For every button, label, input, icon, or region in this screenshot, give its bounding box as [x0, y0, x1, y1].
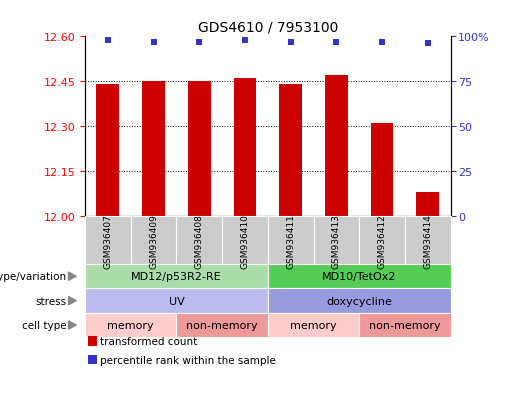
Text: doxycycline: doxycycline — [327, 296, 392, 306]
Point — [241, 38, 249, 44]
Text: GSM936408: GSM936408 — [195, 213, 204, 268]
Bar — [142, 82, 165, 217]
Text: non-memory: non-memory — [186, 320, 258, 330]
Point — [286, 39, 295, 46]
Text: memory: memory — [107, 320, 154, 330]
Text: MD10/TetOx2: MD10/TetOx2 — [322, 271, 397, 282]
Text: GSM936409: GSM936409 — [149, 213, 158, 268]
Text: GSM936411: GSM936411 — [286, 213, 295, 268]
Point — [149, 39, 158, 46]
Text: memory: memory — [290, 320, 337, 330]
Bar — [279, 85, 302, 217]
Bar — [96, 85, 119, 217]
Title: GDS4610 / 7953100: GDS4610 / 7953100 — [198, 21, 338, 35]
Point — [195, 39, 203, 46]
Point — [332, 39, 340, 46]
Bar — [188, 82, 211, 217]
Bar — [416, 193, 439, 217]
Point — [378, 39, 386, 46]
Text: GSM936407: GSM936407 — [104, 213, 112, 268]
Text: GSM936414: GSM936414 — [423, 213, 432, 268]
Text: stress: stress — [36, 296, 67, 306]
Text: genotype/variation: genotype/variation — [0, 271, 67, 282]
Text: percentile rank within the sample: percentile rank within the sample — [100, 355, 276, 365]
Text: transformed count: transformed count — [100, 336, 197, 346]
Text: UV: UV — [168, 296, 184, 306]
Text: cell type: cell type — [22, 320, 67, 330]
Point — [424, 41, 432, 47]
Bar — [233, 79, 256, 217]
Text: GSM936413: GSM936413 — [332, 213, 341, 268]
Text: GSM936412: GSM936412 — [377, 213, 387, 268]
Bar — [325, 76, 348, 217]
Point — [104, 38, 112, 44]
Text: GSM936410: GSM936410 — [241, 213, 249, 268]
Text: MD12/p53R2-RE: MD12/p53R2-RE — [131, 271, 221, 282]
Text: non-memory: non-memory — [369, 320, 441, 330]
Bar — [371, 124, 393, 217]
